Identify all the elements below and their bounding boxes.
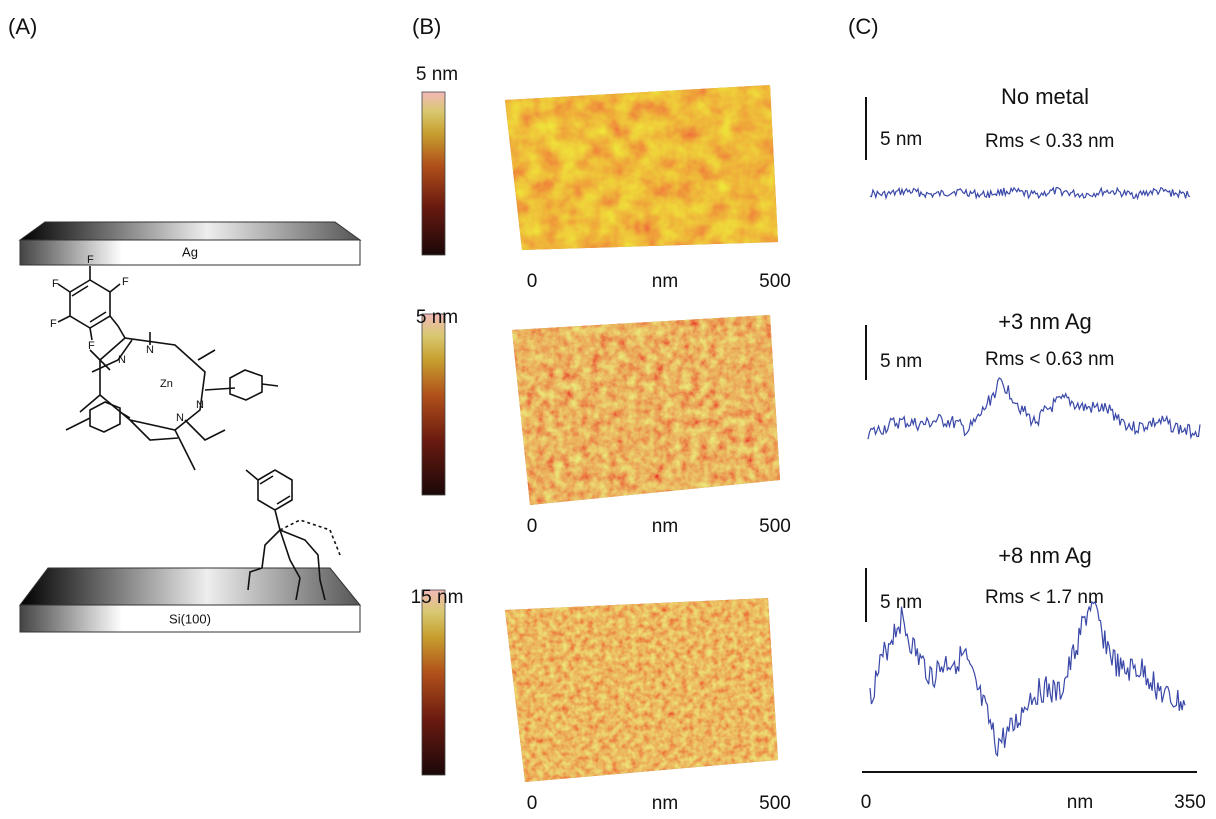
si-slab-top: [20, 568, 360, 605]
profile-trace: [868, 378, 1200, 439]
atom: N: [176, 412, 184, 424]
electrode-label: Ag: [182, 244, 198, 259]
molecule: [58, 266, 340, 600]
afm-image: [505, 85, 778, 250]
rms-label: Rms < 0.33 nm: [985, 131, 1114, 152]
axis-end: 500: [759, 271, 791, 292]
color-bar-label: 15 nm: [411, 587, 464, 608]
scale-bar-label: 5 nm: [880, 129, 922, 150]
atom: F: [52, 278, 59, 290]
axis-unit: nm: [1067, 792, 1093, 813]
atom: F: [122, 276, 129, 288]
axis-start: 0: [527, 271, 538, 292]
afm-panels: 5 nm 0 nm 500 5 nm 0 nm 500 15 nm 0 nm 500: [411, 64, 791, 814]
axis-end: 500: [759, 516, 791, 537]
figure: (A) Ag Si(100) F F F F F N N N N Zn: [0, 0, 1216, 814]
afm-image: [512, 315, 780, 505]
ag-slab-top: [20, 222, 360, 240]
profile-title: +3 nm Ag: [998, 309, 1092, 334]
axis-unit: nm: [652, 793, 678, 814]
color-bar-label: 5 nm: [416, 64, 458, 85]
axis-end: 350: [1174, 792, 1206, 813]
afm-image: [505, 598, 778, 782]
atom: F: [50, 318, 57, 330]
atom: F: [88, 340, 95, 352]
rms-label: Rms < 0.63 nm: [985, 349, 1114, 370]
axis-start: 0: [527, 516, 538, 537]
atom: F: [87, 254, 94, 266]
profile-title: No metal: [1001, 84, 1089, 109]
color-bar: [422, 92, 445, 255]
profile-trace: [870, 602, 1185, 756]
color-bar-label: 5 nm: [416, 307, 458, 328]
rms-label: Rms < 1.7 nm: [985, 587, 1104, 608]
axis-unit: nm: [652, 271, 678, 292]
atom: Zn: [160, 378, 173, 390]
profile-title: +8 nm Ag: [998, 543, 1092, 568]
color-bar: [422, 590, 445, 775]
scale-bar-label: 5 nm: [880, 351, 922, 372]
axis-end: 500: [759, 793, 791, 814]
panel-label: (B): [412, 14, 441, 39]
atom: N: [196, 399, 204, 411]
page: {"panels": { "a": {"label": "(A)", "top_…: [0, 0, 1216, 814]
substrate-label: Si(100): [169, 611, 211, 626]
panel-label: (A): [8, 14, 37, 39]
profile-panels: No metal 5 nm Rms < 0.33 nm +3 nm Ag 5 nm Rms…: [866, 84, 1200, 756]
axis-start: 0: [861, 792, 872, 813]
axis-start: 0: [527, 793, 538, 814]
atom: N: [146, 344, 154, 356]
color-bar: [422, 314, 445, 495]
profile-trace: [870, 188, 1190, 199]
panel-label: (C): [848, 14, 879, 39]
axis-unit: nm: [652, 516, 678, 537]
atom: N: [118, 354, 126, 366]
